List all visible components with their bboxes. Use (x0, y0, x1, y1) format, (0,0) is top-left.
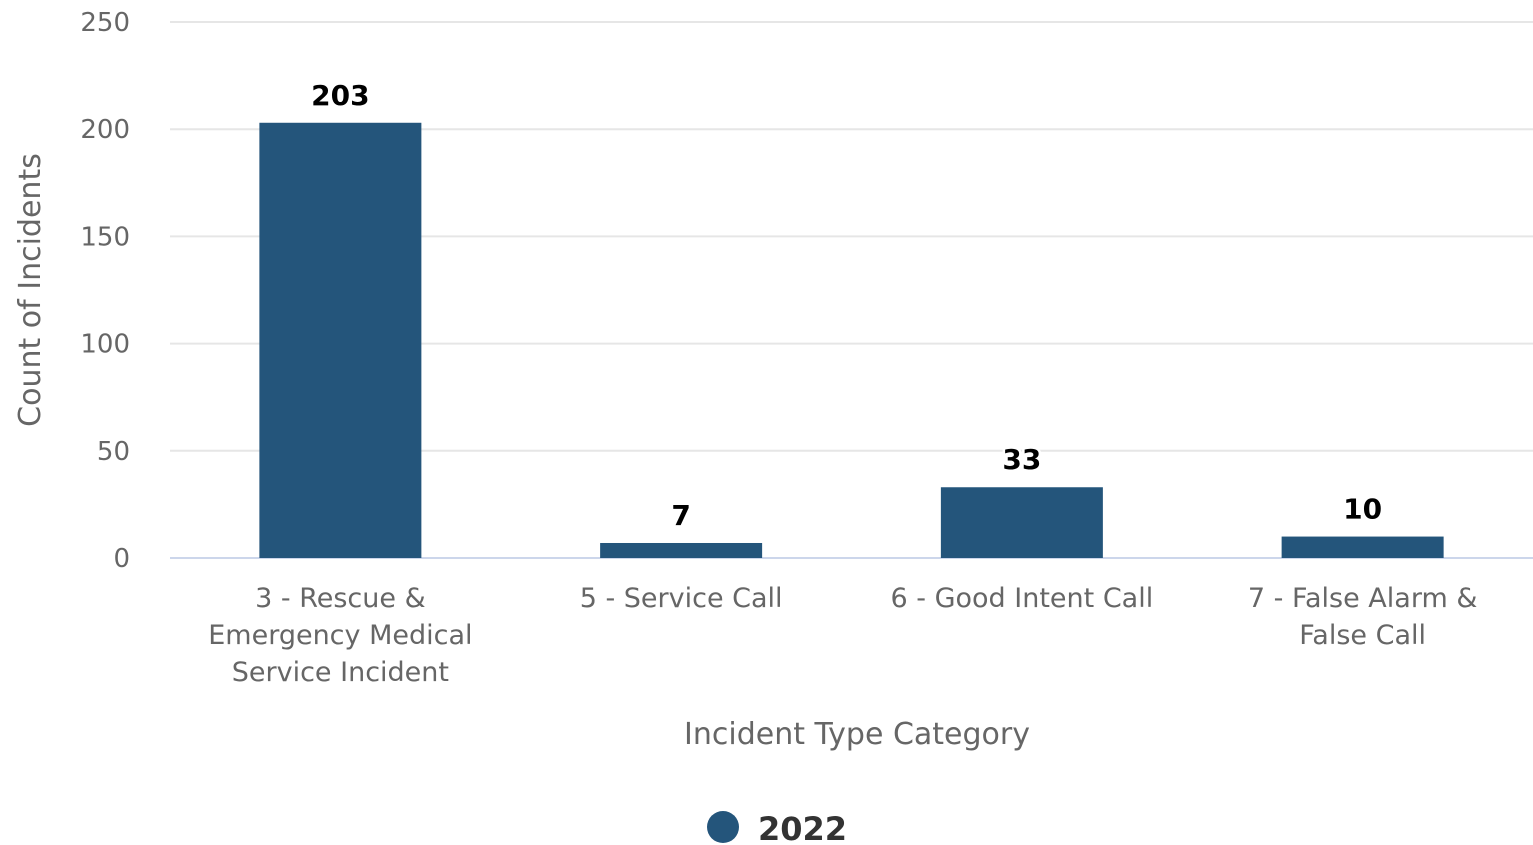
x-category-label: 3 - Rescue & Emergency Medical Service Inc… (208, 583, 472, 688)
x-category-label: 5 - Service Call (580, 583, 783, 614)
bar[interactable] (940, 487, 1103, 558)
y-axis-title: Count of Incidents (13, 153, 48, 427)
y-tick-label: 250 (80, 8, 130, 38)
y-axis-ticks: 0 50 100 150 200 250 (80, 8, 130, 574)
legend-series-label: 2022 (758, 810, 847, 845)
x-axis-title: Incident Type Category (684, 717, 1030, 752)
y-tick-label: 50 (97, 437, 130, 467)
x-category-label: 7 - False Alarm & False Call (1248, 583, 1478, 651)
y-tick-label: 0 (113, 544, 130, 574)
x-axis-categories: 3 - Rescue & Emergency Medical Service Inc… (208, 583, 1477, 688)
bar[interactable] (600, 542, 763, 558)
bar-value-label: 203 (311, 79, 369, 112)
bar[interactable] (259, 122, 422, 558)
bar-value-label: 7 (671, 499, 690, 532)
data-labels: 203 7 33 10 (309, 76, 1385, 534)
x-category-label: 6 - Good Intent Call (891, 583, 1154, 614)
bar-value-label: 10 (1343, 493, 1382, 526)
legend-series-marker (707, 811, 739, 843)
y-tick-label: 200 (80, 115, 130, 145)
y-tick-label: 150 (80, 222, 130, 252)
bars (259, 122, 1444, 558)
bar[interactable] (1281, 536, 1444, 558)
legend[interactable]: 2022 (707, 810, 847, 845)
bar-value-label: 33 (1002, 443, 1041, 476)
y-tick-label: 100 (80, 330, 130, 360)
